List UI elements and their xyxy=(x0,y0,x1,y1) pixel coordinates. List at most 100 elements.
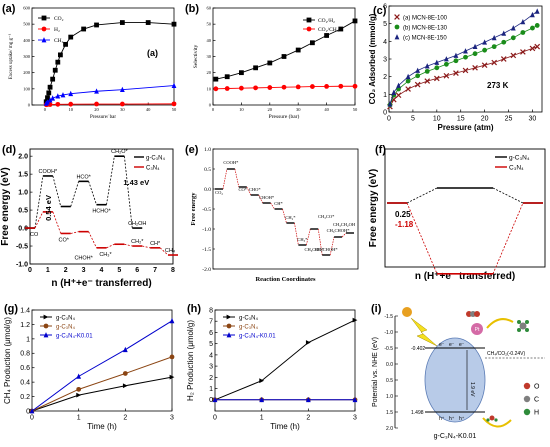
legend-label: C₃N₄ xyxy=(146,166,160,172)
series-0-point xyxy=(50,76,56,82)
series-1-point xyxy=(520,30,526,35)
y-tick-label: 0.0 xyxy=(204,187,211,193)
series-1-point xyxy=(415,73,421,79)
electron: e⁻ xyxy=(449,342,455,348)
y-tick-label: 1 xyxy=(383,92,387,99)
series-1-point xyxy=(405,78,411,84)
molecule-co2-o2 xyxy=(474,311,480,317)
legend-marker xyxy=(306,17,312,23)
panel-label-e: (e) xyxy=(185,144,199,156)
plot-frame xyxy=(31,309,173,412)
panel-d: 0 1 2 3 4 5 6 7 8 -1.0 -0.5 0.0 0.5 1.0 1.5 2.0 n (H⁺+e⁻… xyxy=(0,143,183,293)
x-tick-label: 0 xyxy=(30,415,34,422)
y-tick-label: 0 xyxy=(383,109,387,116)
annotation-gC3N4: 0.25 xyxy=(395,210,411,219)
series-1-point xyxy=(310,84,315,89)
series-1-point xyxy=(122,371,128,376)
annotation: CH₄ xyxy=(165,248,176,254)
series-1-connector xyxy=(124,243,133,247)
legend-marker xyxy=(394,34,400,40)
series-2-point xyxy=(534,8,540,14)
series-1-point xyxy=(68,101,74,107)
chart-f: n (H⁺+e⁻ transferred) Free energy (eV) (f)… xyxy=(368,144,546,282)
annotation-C3N4: -1.18 xyxy=(395,220,414,229)
series-0-point-b xyxy=(491,59,498,66)
legend-label: (c) MCN-8E-150 xyxy=(403,35,447,41)
panel-label-g: (g) xyxy=(4,303,18,315)
annotation: CH₃CHOH* xyxy=(327,228,351,233)
series-0-point xyxy=(310,40,315,46)
series-1-point xyxy=(119,101,125,107)
y-tick-label: 1.5 xyxy=(18,172,28,179)
legend-label: g-C₃N₄-K0.01 xyxy=(239,334,276,340)
series-2-point xyxy=(305,396,311,403)
series-0-point xyxy=(47,84,53,90)
y-tick-label: 10 xyxy=(207,86,212,91)
legend-marker xyxy=(41,15,47,21)
series-0-point xyxy=(122,383,128,389)
legend-marker xyxy=(226,332,232,338)
y-tick-label: -1.0 xyxy=(202,227,211,233)
annotation: CH₃* xyxy=(297,237,308,242)
chart-e: -2.0 -1.5 -1.0 -0.5 0.0 0.5 1.0 Reaction Coordi… xyxy=(185,144,359,283)
legend-label: CO₂/CH₄ xyxy=(318,27,339,33)
panel-f: n (H⁺+e⁻ transferred) Free energy (eV) (f)… xyxy=(367,143,550,293)
series-1-connector xyxy=(406,202,438,274)
catalyst-label: g-C₃N₄-K0.01 xyxy=(434,433,477,440)
plot-frame xyxy=(29,148,174,265)
x-tick-label: 3 xyxy=(170,415,174,422)
panel-g: 0 1 2 3 0 0.2 0.4 0.6 0.8 1 1.2 1.4 Time (h) CH₄ Prod… xyxy=(0,300,183,447)
x-tick-label: 0 xyxy=(44,107,47,112)
annotation: CHOH* xyxy=(74,255,93,261)
y-tick-label: 1.0 xyxy=(386,394,393,400)
series-2-point xyxy=(424,63,430,69)
series-1-point xyxy=(253,85,258,91)
y-tick-label: 100 xyxy=(23,86,31,91)
legend-label: (a) MCN-8E-100 xyxy=(403,15,448,21)
y-tick-label: 0 xyxy=(26,408,30,415)
y-tick-label: 1.0 xyxy=(18,190,28,197)
legend-marker xyxy=(41,37,47,43)
series-2-point xyxy=(212,396,218,403)
x-tick-label: 0 xyxy=(387,116,391,123)
legend-marker xyxy=(226,314,232,320)
x-axis-label: Pressure (bar) xyxy=(269,113,300,120)
y-tick-label: -1.0 xyxy=(16,262,28,269)
legend-marker xyxy=(43,323,49,329)
series-1-connector xyxy=(34,211,44,229)
y-tick-label: 2.0 xyxy=(18,154,28,161)
x-tick-label: 20 xyxy=(481,116,489,123)
series-2-point xyxy=(501,30,507,36)
catalyst-sphere xyxy=(424,337,486,423)
series-1-point xyxy=(338,83,344,89)
y-axis-label: Free energy (eV) xyxy=(368,169,379,247)
x-tick-label: 2 xyxy=(123,415,127,422)
x-axis-label: n (H⁺+e⁻ transferred) xyxy=(51,278,151,289)
series-0-line xyxy=(31,376,173,412)
y-tick-label: 6 xyxy=(383,3,387,10)
legend-label: O xyxy=(534,384,540,391)
series-0-point xyxy=(253,65,258,71)
annotation: CHOH* xyxy=(259,195,275,200)
annotation: CO* xyxy=(59,237,70,243)
series-1-point xyxy=(267,85,273,90)
series-2-point xyxy=(415,67,421,73)
series-0-point xyxy=(281,54,287,59)
electron: e⁻ xyxy=(439,342,445,348)
series-1-point xyxy=(281,84,287,90)
x-tick-label: 7 xyxy=(153,267,157,274)
hole: h⁺ xyxy=(459,416,465,422)
series-0-point-b xyxy=(443,72,450,79)
x-axis-label: n (H⁺+e⁻ transferred) xyxy=(415,271,515,282)
series-1-point xyxy=(472,51,478,57)
hole: h⁺ xyxy=(439,416,445,422)
chart-g: 0 1 2 3 0 0.2 0.4 0.6 0.8 1 1.2 1.4 Time (h) CH₄ Prod… xyxy=(3,303,175,431)
series-1-point xyxy=(324,84,329,89)
x-tick-label: 10 xyxy=(239,107,244,112)
series-1-point xyxy=(352,83,358,89)
molecule-ch4-c xyxy=(519,322,527,330)
annotation: CH₂* xyxy=(131,239,144,245)
legend-label: g-C₃N₄-K0.01 xyxy=(56,334,93,340)
y-tick-label: 600 xyxy=(23,6,31,11)
series-2-point xyxy=(472,43,478,50)
